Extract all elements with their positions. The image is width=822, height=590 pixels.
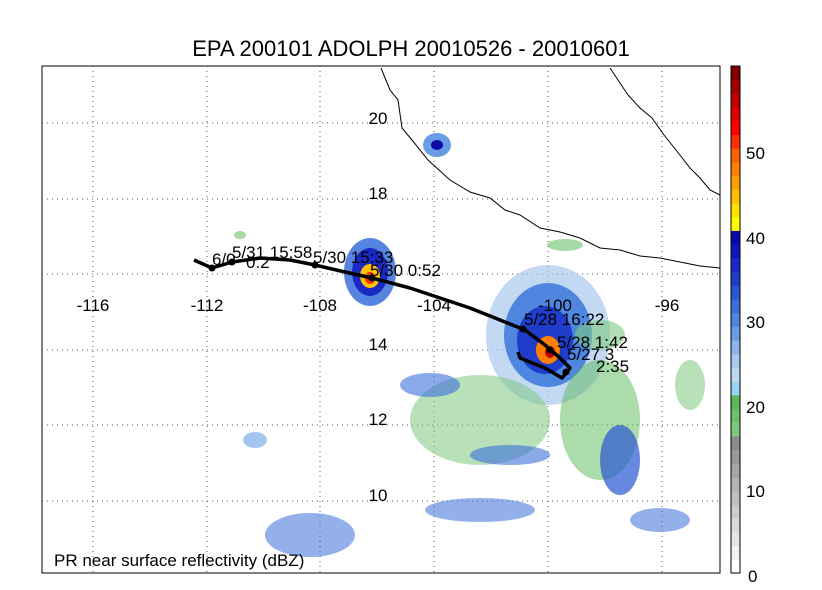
colorbar-segment (731, 230, 740, 245)
track-label: 5/30 0:52 (370, 261, 441, 280)
colorbar-segment (731, 271, 740, 286)
colorbar (731, 66, 740, 574)
colorbar-tick-label: 30 (746, 313, 765, 332)
colorbar-segment (731, 559, 740, 574)
colorbar-segment (731, 326, 740, 341)
colorbar-segment (731, 175, 740, 190)
latitude-labels: 20 18 14 12 10 (369, 109, 388, 505)
reflectivity-swaths (234, 133, 705, 557)
latitude-label: 18 (369, 184, 388, 203)
colorbar-segment (731, 490, 740, 505)
colorbar-segment (731, 66, 740, 81)
track-label: 6/0 (212, 250, 236, 269)
colorbar-segment (731, 216, 740, 231)
colorbar-tick-label: 50 (746, 144, 765, 163)
longitude-label: -108 (303, 296, 337, 315)
colorbar-segment (731, 244, 740, 259)
colorbar-segment (731, 381, 740, 396)
colorbar-tick-label: 0 (748, 567, 757, 586)
longitude-labels: -116 -112 -108 -104 -100 -96 (77, 296, 680, 315)
colorbar-segment (731, 203, 740, 218)
longitude-label: -116 (77, 296, 110, 315)
track-label: 5/28 1:42 (557, 333, 628, 352)
colorbar-segment (731, 93, 740, 108)
colorbar-segment (731, 79, 740, 94)
track-label: 5/30 15:33 (313, 248, 393, 267)
product-label: PR near surface reflectivity (dBZ) (54, 551, 304, 570)
colorbar-segment (731, 408, 740, 423)
colorbar-segment (731, 545, 740, 560)
colorbar-segment (731, 463, 740, 478)
map-title: EPA 200101 ADOLPH 20010526 - 20010601 (192, 36, 630, 61)
track-label: 5/28 16:22 (524, 310, 604, 329)
coastline (380, 67, 721, 269)
colorbar-segment (731, 107, 740, 122)
latitude-label: 14 (369, 335, 388, 354)
track-label: 5/27 3 (567, 345, 614, 364)
colorbar-segment (731, 518, 740, 533)
colorbar-segment (731, 257, 740, 273)
latitude-label: 12 (369, 410, 388, 429)
colorbar-tick-label: 10 (746, 482, 765, 501)
longitude-label: -112 (191, 296, 224, 315)
colorbar-segment (731, 148, 740, 163)
colorbar-segment (731, 298, 740, 314)
track-label: 2:35 (596, 357, 629, 376)
latitude-label: 20 (369, 109, 388, 128)
colorbar-segment (731, 435, 740, 451)
colorbar-segment (731, 189, 740, 204)
colorbar-tick-label: 40 (746, 229, 765, 248)
colorbar-segment (731, 285, 740, 300)
colorbar-segment (731, 340, 740, 355)
colorbar-segment (731, 449, 740, 464)
longitude-label: -100 (538, 296, 572, 315)
track-markers (208, 258, 570, 376)
colorbar-segment (731, 312, 740, 327)
colorbar-ticks: 50 40 30 20 10 0 (746, 144, 765, 586)
colorbar-segment (731, 531, 740, 547)
colorbar-tick-label: 20 (746, 398, 765, 417)
colorbar-segment (731, 477, 740, 492)
colorbar-segment (731, 367, 740, 382)
track-label: 0.2 (246, 253, 270, 272)
colorbar-segment (731, 134, 740, 149)
latitude-label: 10 (369, 486, 388, 505)
storm-track (193, 256, 572, 380)
colorbar-segment (731, 120, 740, 136)
colorbar-segment (731, 353, 740, 368)
longitude-label: -96 (655, 296, 680, 315)
colorbar-frame (730, 65, 741, 574)
colorbar-segment (731, 504, 740, 519)
colorbar-segment (731, 161, 740, 177)
colorbar-segment (731, 394, 740, 410)
track-label: 5/31 15:58 (232, 243, 312, 262)
track-labels: 6/0 5/31 15:58 0.2 5/30 15:33 5/30 0:52 … (212, 243, 629, 376)
longitude-label: -104 (417, 296, 451, 315)
colorbar-segment (731, 422, 740, 437)
